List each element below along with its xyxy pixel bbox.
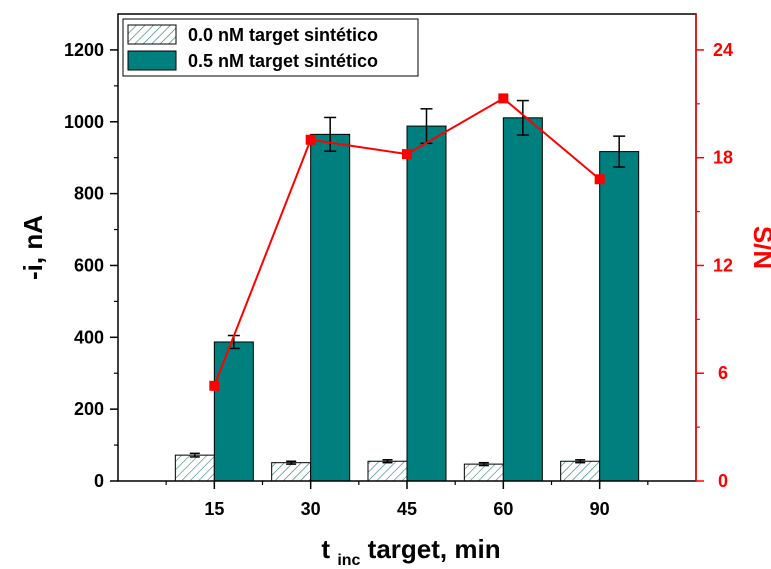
bars-layer [174,117,640,482]
bar-0nm-15 [174,454,215,482]
y-axis-title: -i, nA [18,215,48,280]
bar-0nm-90 [560,460,601,482]
y-tick-label-800: 800 [74,184,104,204]
x-tick-label-45: 45 [397,499,417,519]
y-tick-label-400: 400 [74,327,104,347]
legend: 0.0 nM target sintético 0.5 nM target si… [122,18,419,77]
bar-05nm-45 [406,125,447,482]
y-tick-label-1000: 1000 [64,112,104,132]
y-tick-label-0: 0 [94,471,104,491]
x-axis-title-subscript: inc [337,552,360,569]
y2-tick-label-18: 18 [713,148,733,168]
bar-05nm-60 [502,117,543,482]
sn-line-layer [209,93,605,391]
bar-0nm-60 [463,463,504,482]
bar-05nm-90 [599,151,640,482]
x-axis-title: t inc target, min [321,534,500,569]
legend-swatch-0-5nm [127,50,177,71]
x-axis-title-main: t [321,534,330,564]
x-tick-label-90: 90 [590,499,610,519]
y2-tick-label-24: 24 [713,40,733,60]
y2-tick-label-12: 12 [713,255,733,275]
sn-marker-90 [594,174,605,185]
legend-label-0-5nm: 0.5 nM target sintético [188,51,378,71]
ticks-layer: 0 200 400 600 800 1000 1200 0 6 12 18 24 15 30 45 60 90 [64,40,733,519]
y2-tick-label-0: 0 [718,471,728,491]
bar-0nm-30 [271,462,312,482]
sn-marker-60 [498,93,509,104]
y-tick-label-600: 600 [74,255,104,275]
y-tick-label-200: 200 [74,399,104,419]
x-tick-label-60: 60 [493,499,513,519]
x-axis-title-rest: target, min [368,534,501,564]
bar-0nm-45 [367,460,408,482]
sn-marker-30 [305,134,316,145]
legend-swatch-0-0nm [127,24,177,45]
sn-marker-45 [402,149,412,160]
y2-tick-label-6: 6 [718,363,728,383]
sn-marker-15 [209,380,220,391]
x-tick-label-15: 15 [204,499,224,519]
legend-label-0-0nm: 0.0 nM target sintético [188,25,378,45]
bar-05nm-15 [213,341,254,482]
error-bars-layer [189,99,626,467]
x-tick-label-30: 30 [301,499,321,519]
y-tick-label-1200: 1200 [64,40,104,60]
y2-axis-title: S/N [748,226,771,269]
bar-05nm-30 [310,133,351,482]
